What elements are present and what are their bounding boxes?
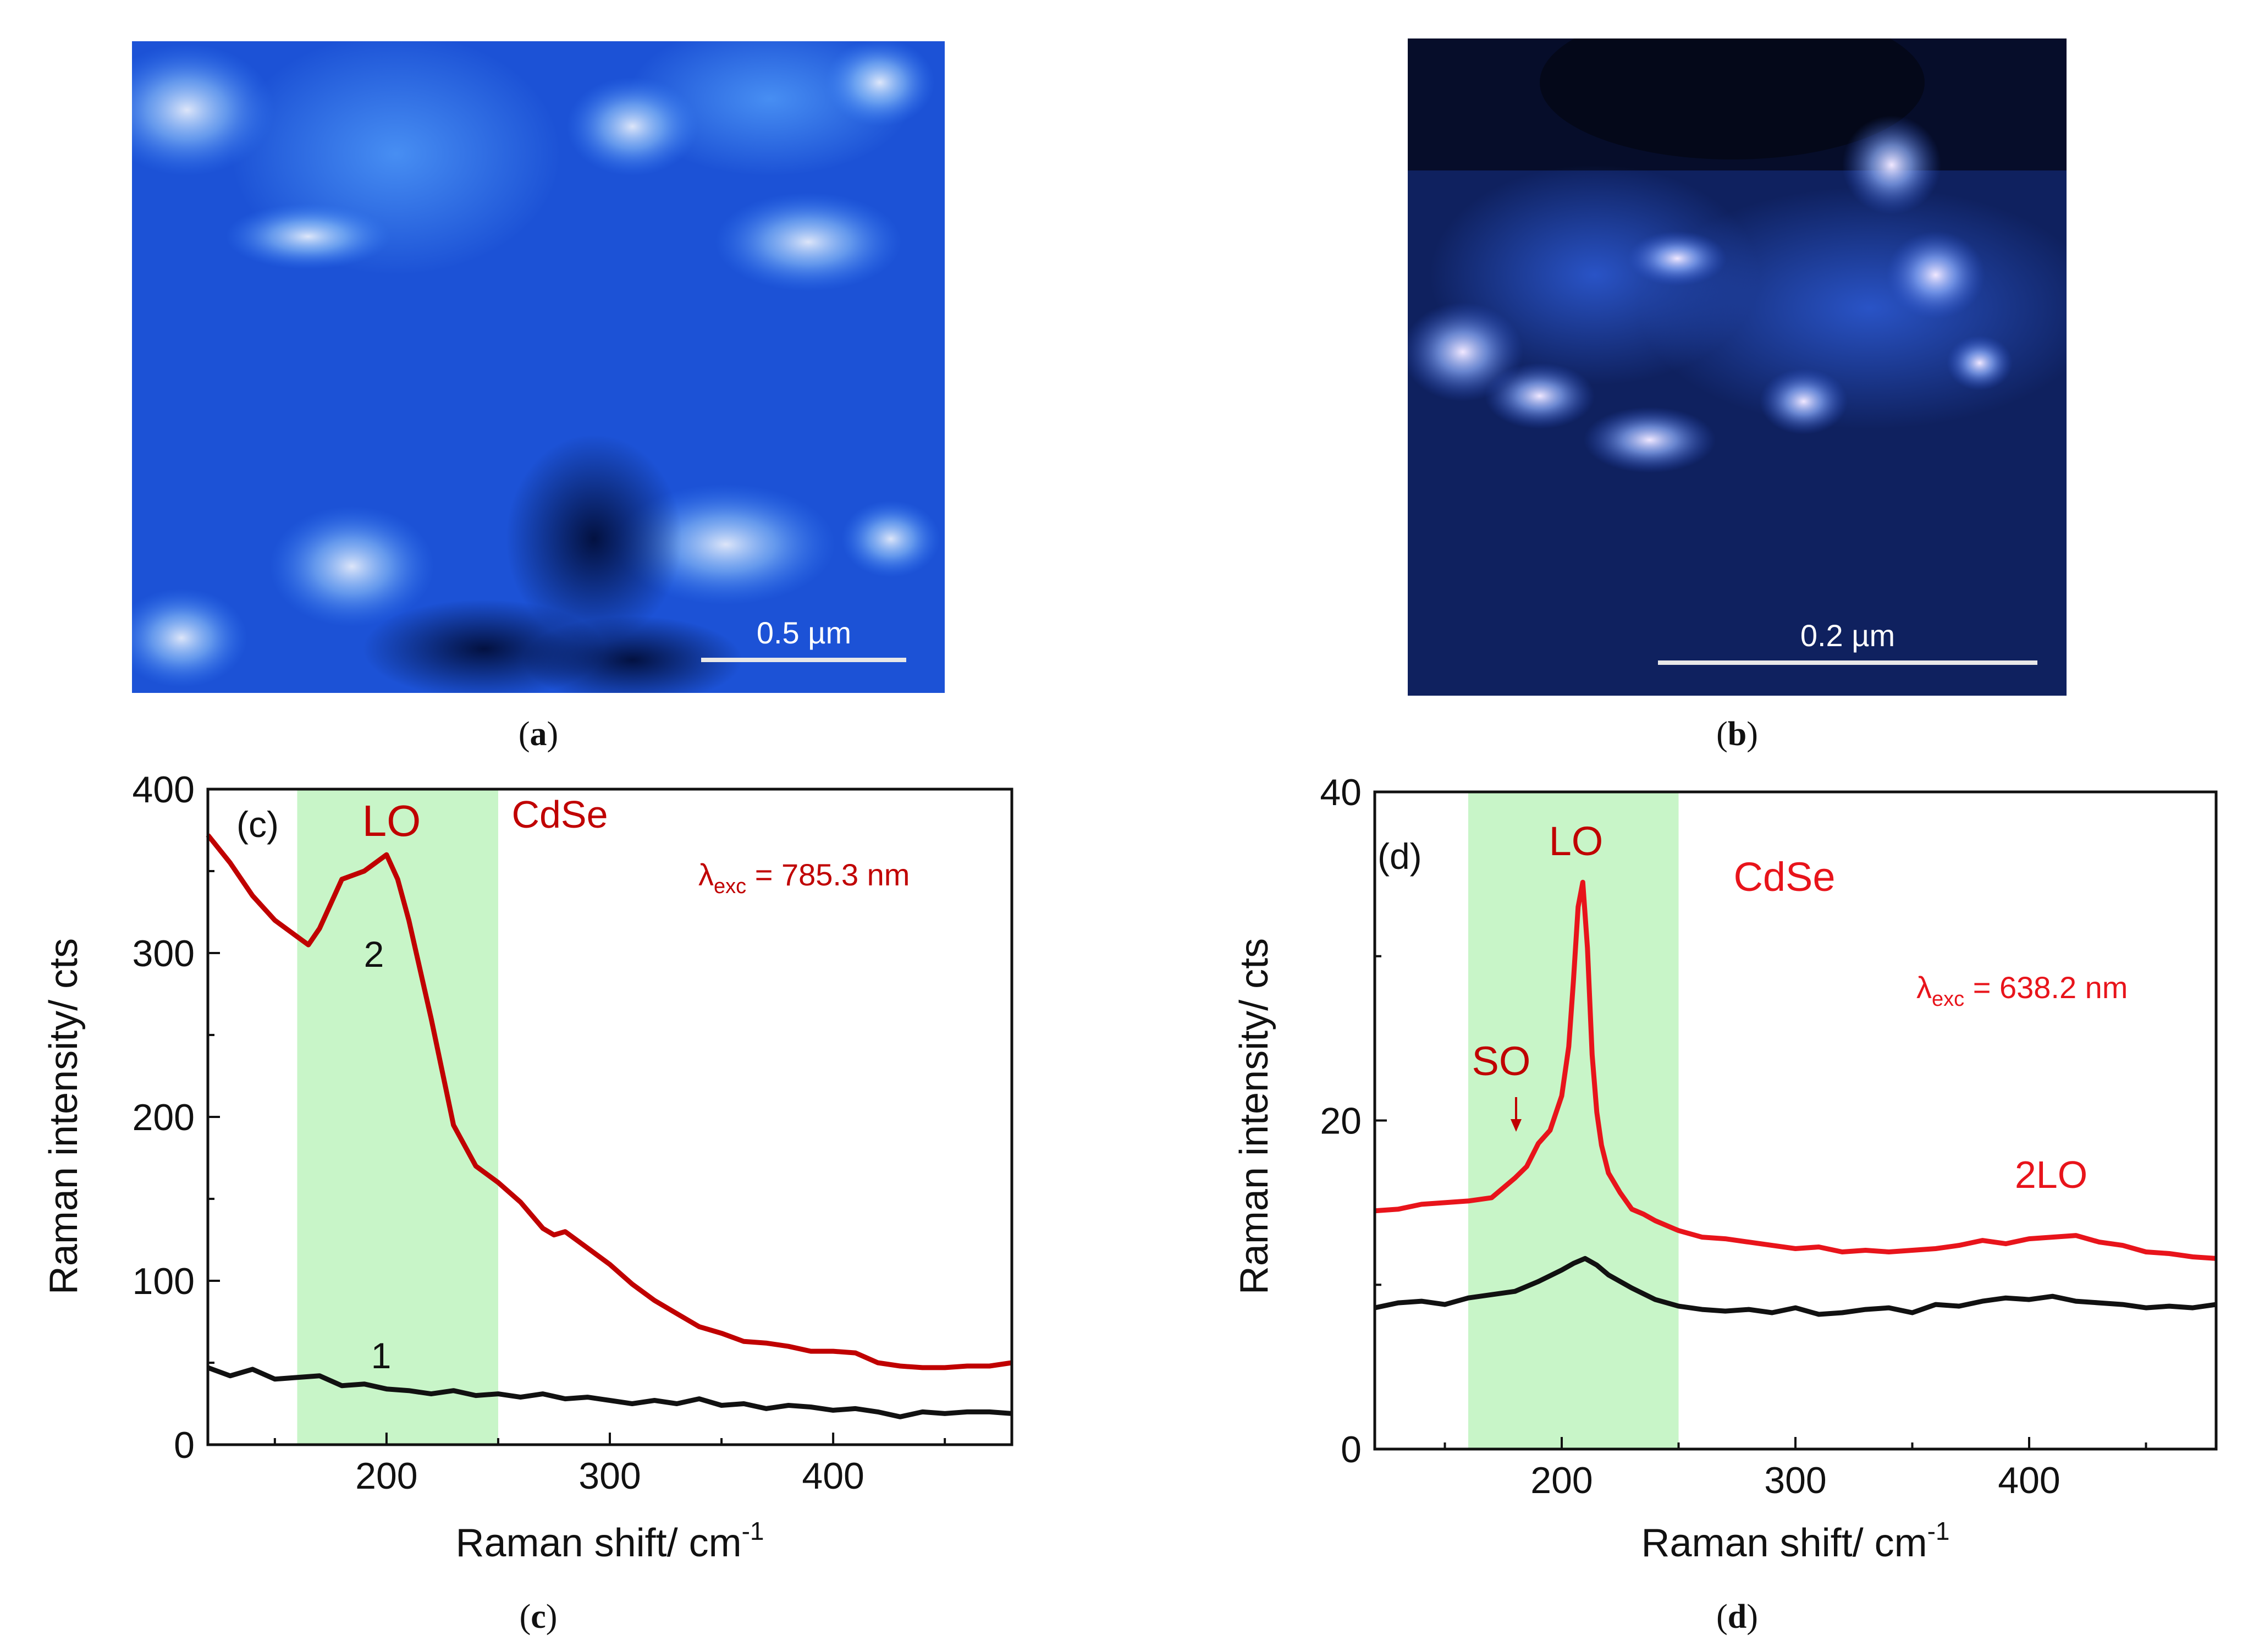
scalebar-a-label: 0.5 µm: [757, 615, 851, 650]
d-2lo-label: 2LO: [2015, 1153, 2087, 1196]
d-series: [1374, 879, 2217, 1317]
d-plot-frame: [1373, 790, 2218, 1451]
c-plot-frame: [206, 788, 1013, 1446]
d-series-lower-line: [1374, 1255, 2217, 1317]
c-lo-label: LO: [362, 796, 421, 845]
c-curve1-label: 1: [371, 1335, 392, 1376]
caption-d: (d): [1716, 1598, 1758, 1636]
d-series-upper-line: [1374, 879, 2217, 1261]
d-ytick-label: 20: [1320, 1100, 1362, 1142]
d-panel-label: (d): [1378, 836, 1422, 877]
c-xtick-label: 300: [578, 1455, 641, 1497]
caption-c: (c): [520, 1598, 558, 1636]
panel-a-map: 0.5 µm: [132, 41, 945, 693]
caption-a: (a): [519, 715, 558, 753]
d-so-label: SO: [1472, 1038, 1531, 1084]
c-title: CdSe: [511, 793, 608, 836]
d-ytick-label: 0: [1341, 1429, 1362, 1471]
d-so-arrowhead: [1511, 1119, 1522, 1132]
scalebar-b-label: 0.2 µm: [1800, 618, 1895, 653]
c-xtick-label: 400: [802, 1455, 864, 1497]
d-x-axis-label: Raman shift/ cm-1: [1641, 1517, 1949, 1565]
c-tick-labels: 200 300 400 0 100 200 300 400: [133, 769, 864, 1497]
d-tick-labels: 200 300 400 0 20 40: [1320, 772, 2060, 1501]
c-x-axis-label: Raman shift/ cm-1: [455, 1517, 764, 1565]
c-ytick-label: 0: [174, 1424, 195, 1466]
c-xtick-label: 200: [355, 1455, 417, 1497]
c-y-axis-label: Raman intensity/ cts: [42, 938, 86, 1295]
d-lo-label: LO: [1549, 818, 1604, 864]
d-xtick-label: 300: [1764, 1460, 1826, 1501]
d-xtick-label: 200: [1530, 1460, 1593, 1501]
d-xtick-label: 400: [1998, 1460, 2060, 1501]
d-y-axis-label: Raman intensity/ cts: [1232, 938, 1276, 1295]
d-ytick-label: 40: [1320, 772, 1362, 813]
chart-d: 200 300 400 0 20 40 (d) LO SO CdSe 2LO λexc =…: [1232, 772, 2218, 1565]
c-excitation-label: λexc = 785.3 nm: [698, 857, 910, 898]
d-highlight-band: [1468, 792, 1679, 1449]
c-curve2-label: 2: [364, 934, 384, 974]
c-panel-label: (c): [236, 804, 279, 845]
chart-c: 200 300 400 0 100 200 300 400 (c) LO CdSe 2 1 λ…: [42, 769, 1013, 1565]
caption-b: (b): [1716, 715, 1758, 753]
panel-b-map: 0.2 µm: [1408, 38, 2067, 696]
c-series-1-line: [207, 1365, 1012, 1419]
c-series: [206, 833, 1012, 1419]
c-series-2-line: [206, 833, 1012, 1370]
c-ytick-label: 100: [133, 1260, 195, 1302]
c-ytick-label: 300: [133, 933, 195, 974]
c-ytick-label: 200: [133, 1097, 195, 1138]
c-ytick-label: 400: [133, 769, 195, 811]
d-excitation-label: λexc = 638.2 nm: [1916, 970, 2128, 1011]
d-title: CdSe: [1733, 854, 1835, 900]
